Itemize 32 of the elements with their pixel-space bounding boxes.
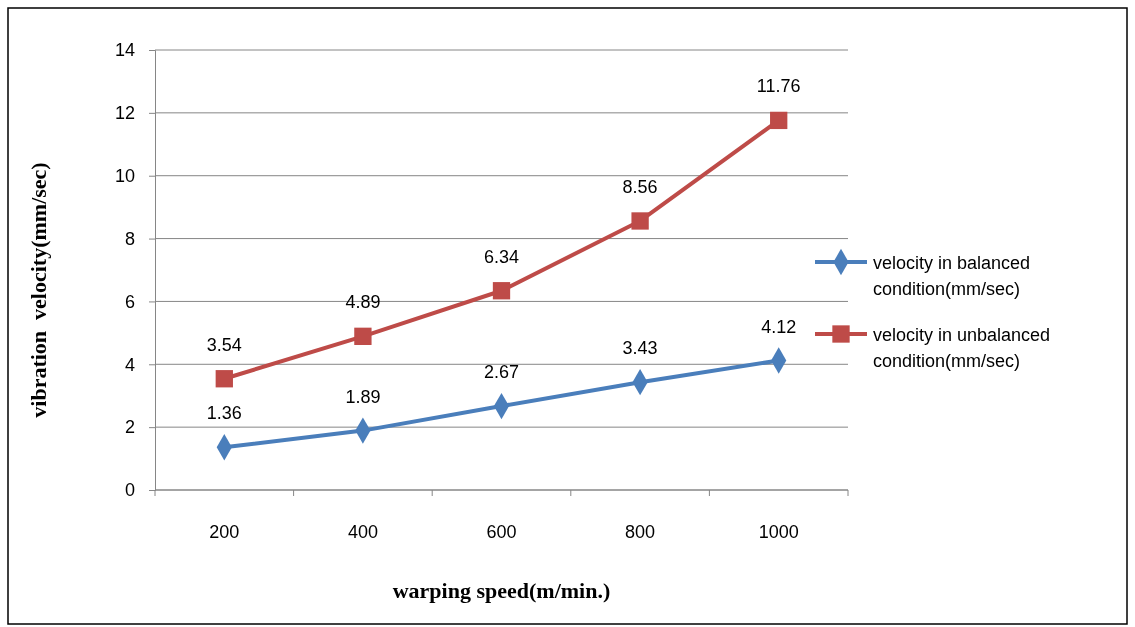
point — [215, 370, 233, 388]
point — [492, 282, 511, 300]
y-tick-label: 0 — [124, 480, 135, 501]
data-label: 2.67 — [483, 362, 520, 383]
y-tick-label: 2 — [124, 417, 135, 438]
legend-label: velocity in balanced condition(mm/sec) — [873, 253, 1031, 299]
y-tick-label: 10 — [114, 165, 135, 186]
data-label: 3.54 — [206, 334, 242, 355]
y-tick-label: 14 — [114, 40, 135, 61]
data-label: 1.36 — [206, 403, 242, 424]
x-axis-title: warping speed(m/min.) — [392, 578, 611, 603]
data-label: 4.89 — [345, 292, 381, 313]
x-tick-label: 800 — [625, 522, 656, 542]
y-tick-label: 8 — [124, 228, 135, 249]
point — [631, 212, 649, 230]
data-label: 8.56 — [622, 176, 658, 197]
x-tick-label: 600 — [486, 522, 517, 542]
point — [770, 111, 788, 130]
y-tick-label: 6 — [124, 291, 135, 312]
point — [354, 327, 372, 345]
data-label: 4.12 — [761, 316, 797, 337]
data-label: 6.34 — [483, 246, 520, 267]
data-label: 1.89 — [345, 386, 381, 407]
y-axis-title: vibration velocity(mm/sec) — [26, 162, 51, 418]
x-tick-label: 200 — [209, 522, 240, 542]
x-tick-label: 400 — [347, 522, 378, 542]
y-tick-label: 12 — [114, 103, 135, 124]
x-tick-label: 1000 — [758, 522, 799, 542]
legend-label: velocity in unbalanced condition(mm/sec) — [873, 325, 1051, 371]
y-tick-label: 4 — [124, 354, 135, 375]
data-label: 11.76 — [756, 76, 801, 97]
data-label: 3.43 — [622, 338, 658, 359]
